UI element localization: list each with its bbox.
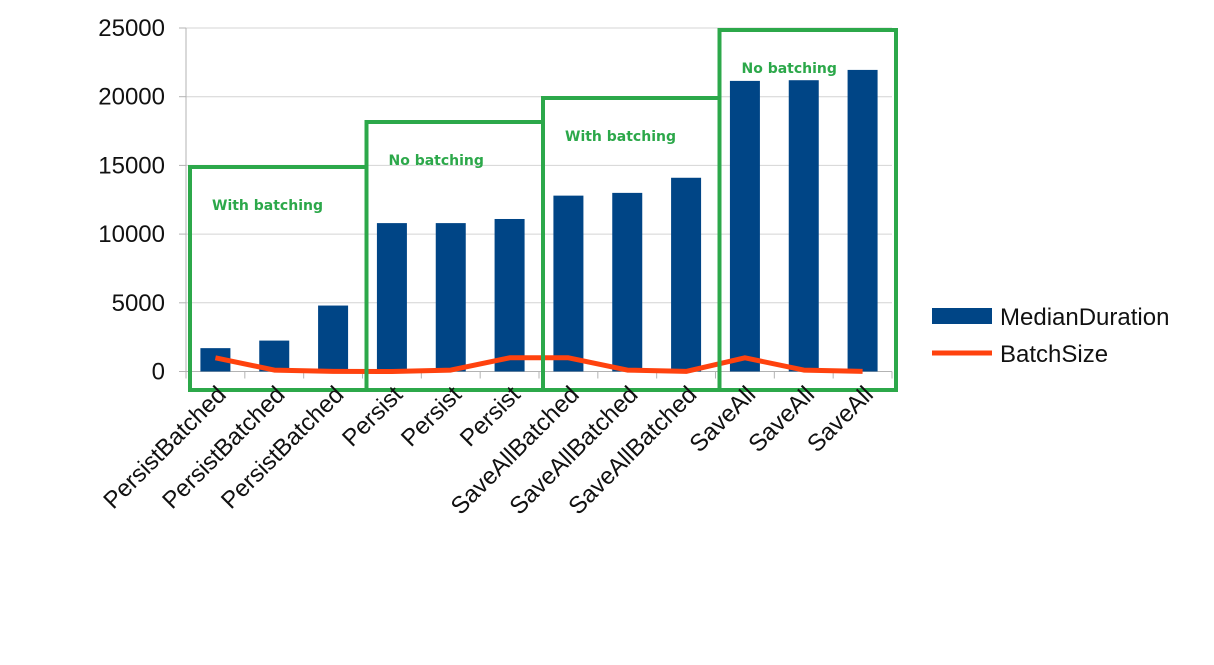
bar [435, 223, 466, 372]
annotation-label: With batching [565, 129, 676, 145]
y-tick-label: 20000 [98, 84, 165, 111]
annotation-label: No batching [389, 153, 484, 169]
bar [788, 80, 819, 372]
y-tick-label: 15000 [98, 152, 165, 179]
bar [847, 69, 878, 372]
batch-size-line [214, 355, 863, 374]
bar [376, 223, 407, 372]
y-tick-label: 0 [152, 359, 165, 386]
bar [612, 192, 643, 372]
legend-label-batch-size: BatchSize [1000, 341, 1108, 368]
y-tick-label: 10000 [98, 221, 165, 248]
legend-swatch-median-duration [932, 308, 992, 324]
annotation-label: No batching [742, 61, 837, 77]
bar [494, 218, 525, 372]
legend-label-median-duration: MedianDuration [1000, 304, 1169, 331]
bar [729, 80, 760, 372]
bar [318, 305, 349, 372]
line-series [214, 355, 863, 374]
annotation-label: With batching [212, 198, 323, 214]
annotation-box [717, 28, 898, 392]
bar [671, 177, 702, 372]
bar-series [200, 69, 878, 372]
annotation-boxes: With batching No batching With batching No … [188, 28, 898, 392]
bar [553, 195, 584, 372]
legend: MedianDuration BatchSize [932, 304, 1169, 368]
y-tick-label: 25000 [98, 15, 165, 42]
axis-labels: 0500010000150002000025000PersistBatchedP… [98, 15, 879, 520]
y-tick-label: 5000 [112, 290, 165, 317]
x-tick-label: SaveAll [802, 381, 879, 458]
